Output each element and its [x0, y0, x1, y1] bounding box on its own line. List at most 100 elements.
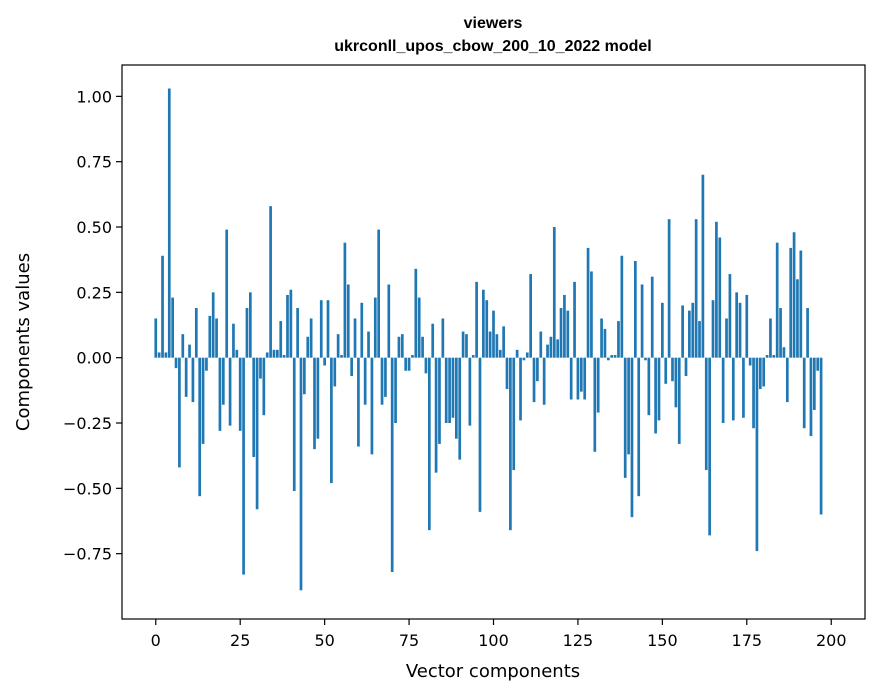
bar-148 [654, 357, 657, 434]
bar-87 [448, 357, 451, 424]
bar-138 [620, 255, 624, 358]
bar-11 [191, 357, 195, 403]
x-tick-label: 25 [230, 631, 250, 650]
bar-123 [569, 357, 573, 400]
x-axis-label: Vector components [406, 661, 580, 682]
bar-113 [536, 357, 539, 382]
bar-118 [552, 227, 556, 358]
bar-92 [465, 334, 468, 358]
bar-184 [775, 242, 779, 358]
bar-166 [715, 221, 718, 358]
bar-4 [167, 88, 171, 358]
bar-56 [343, 242, 347, 358]
bar-59 [353, 318, 357, 358]
bar-182 [769, 318, 772, 358]
bar-163 [704, 357, 708, 471]
bar-170 [728, 274, 732, 358]
bar-183 [772, 355, 776, 358]
bar-72 [397, 336, 401, 358]
bar-84 [438, 357, 441, 444]
bar-28 [248, 292, 252, 358]
bar-173 [738, 302, 742, 358]
bar-132 [600, 318, 603, 358]
bar-161 [698, 321, 701, 358]
bar-126 [579, 357, 583, 392]
bar-111 [529, 274, 532, 358]
bar-164 [708, 357, 711, 536]
bar-174 [742, 357, 745, 418]
bar-3 [164, 352, 168, 358]
bar-1 [157, 352, 161, 358]
bar-193 [806, 308, 809, 358]
bar-74 [404, 357, 408, 371]
bar-121 [563, 294, 566, 358]
bar-114 [539, 331, 543, 358]
bar-8 [181, 334, 185, 358]
bar-21 [225, 229, 229, 358]
bar-12 [194, 308, 198, 358]
bar-96 [478, 357, 482, 512]
bar-86 [444, 357, 448, 424]
bar-171 [731, 357, 735, 421]
bar-18 [215, 318, 218, 358]
bar-101 [495, 334, 499, 358]
bar-89 [455, 357, 458, 439]
chart-title: viewers [464, 15, 523, 32]
bar-102 [498, 349, 502, 358]
bar-187 [785, 357, 789, 403]
bar-67 [380, 357, 384, 405]
bar-143 [637, 357, 641, 497]
bar-26 [242, 357, 245, 575]
bar-90 [458, 357, 462, 460]
bar-6 [174, 357, 178, 369]
y-tick-label: 0.50 [76, 218, 112, 237]
y-axis-ticks: 1.00 0.75 0.50 0.25 0.00 −0.25 −0.50 −0.75 [63, 87, 122, 564]
bar-63 [367, 331, 370, 358]
bar-158 [688, 310, 691, 358]
bar-75 [407, 357, 411, 371]
bar-191 [799, 250, 803, 358]
bar-147 [650, 276, 654, 358]
bar-177 [752, 357, 755, 429]
bar-42 [296, 308, 299, 358]
bar-185 [779, 308, 782, 358]
bar-145 [644, 357, 647, 361]
bar-95 [475, 281, 478, 358]
y-tick-label: −0.50 [63, 479, 112, 498]
bar-22 [228, 357, 232, 426]
y-tick-label: 1.00 [76, 87, 112, 106]
bar-29 [252, 357, 256, 457]
bar-131 [596, 357, 600, 413]
bar-13 [198, 357, 202, 497]
bar-117 [549, 336, 553, 358]
bar-129 [590, 271, 593, 358]
bar-97 [482, 289, 485, 358]
bar-25 [238, 357, 242, 431]
x-tick-label: 150 [647, 631, 678, 650]
bar-159 [691, 302, 695, 358]
bar-154 [674, 357, 678, 408]
bar-34 [269, 206, 272, 358]
bar-144 [640, 284, 644, 358]
bar-106 [512, 357, 516, 471]
bar-46 [309, 318, 313, 358]
bar-180 [762, 357, 766, 387]
bar-176 [748, 357, 752, 366]
bar-9 [184, 357, 188, 397]
bar-109 [522, 357, 526, 361]
bar-23 [232, 323, 235, 358]
bar-5 [171, 297, 175, 358]
bar-50 [323, 357, 326, 366]
bar-155 [677, 357, 681, 444]
x-tick-label: 125 [563, 631, 594, 650]
bar-31 [259, 357, 262, 379]
y-tick-label: 0.25 [76, 283, 112, 302]
bar-16 [208, 315, 212, 358]
bar-140 [627, 357, 630, 455]
bar-73 [400, 334, 404, 358]
bar-83 [434, 357, 438, 473]
bar-107 [515, 349, 519, 358]
bar-157 [684, 357, 688, 376]
x-tick-label: 75 [399, 631, 419, 650]
bar-35 [272, 349, 276, 358]
